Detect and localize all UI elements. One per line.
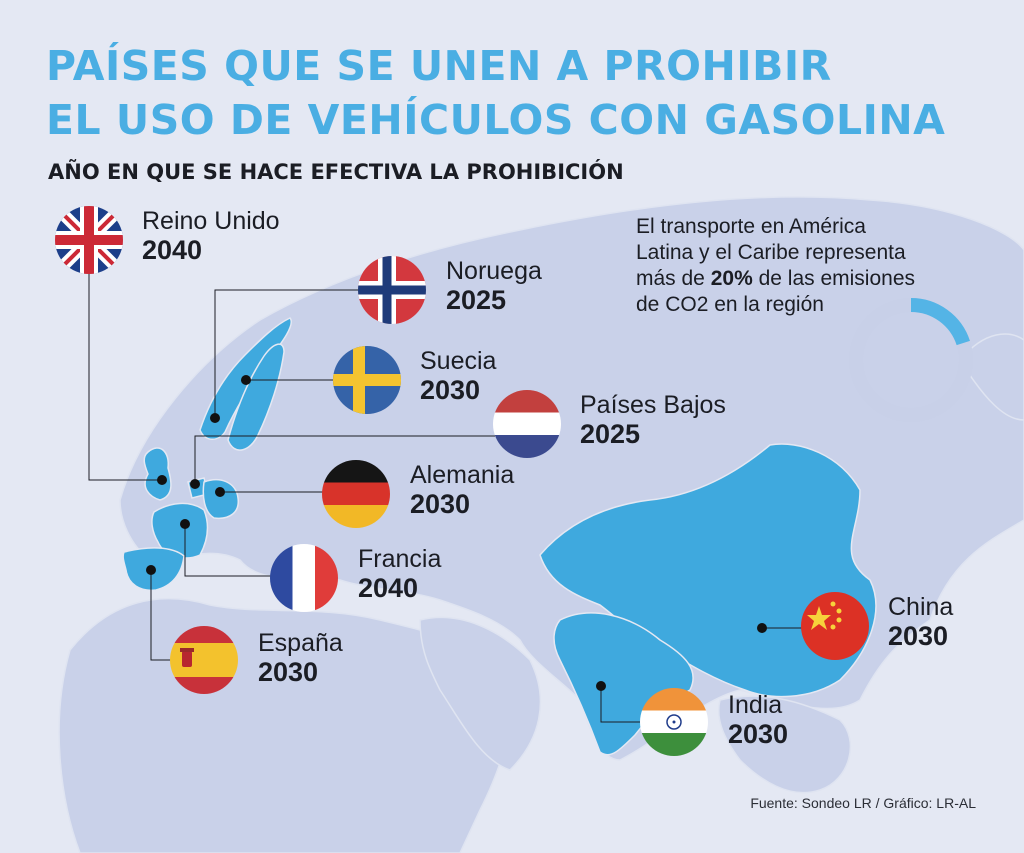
label-china: China 2030 [888, 593, 954, 651]
donut-share-arc [910, 298, 970, 346]
location-dot-spain [146, 565, 156, 575]
country-year: 2030 [410, 488, 471, 519]
country-name: India [728, 691, 783, 719]
subtitle: AÑO EN QUE SE HACE EFECTIVA LA PROHIBICI… [48, 160, 624, 184]
germany-shape [202, 478, 239, 520]
location-dot-sweden [241, 375, 251, 385]
arabia-landmass [419, 616, 542, 771]
india-shape [553, 612, 694, 756]
label-spain: España 2030 [258, 629, 343, 687]
india-flag [640, 688, 708, 756]
country-name: China [888, 593, 954, 621]
france-flag [270, 544, 338, 612]
note-highlight: 20% [710, 267, 753, 290]
country-name: Suecia [420, 347, 497, 375]
label-uk: Reino Unido 2040 [142, 207, 280, 265]
country-name: Reino Unido [142, 207, 280, 235]
note-prefix: El transporte en América Latina y el Car… [636, 215, 906, 290]
country-year: 2030 [888, 620, 949, 651]
connector-france [184, 524, 272, 577]
country-year: 2030 [728, 718, 789, 749]
country-name: Alemania [410, 461, 515, 489]
spain-flag [170, 626, 238, 694]
location-dot-norway [210, 413, 220, 423]
southeast-asia [718, 695, 852, 794]
label-france: Francia 2040 [358, 545, 442, 603]
title-line-1: PAÍSES QUE SE UNEN A PROHIBIR [46, 42, 832, 90]
country-year: 2030 [258, 656, 319, 687]
emissions-note: El transporte en América Latina y el Car… [636, 214, 926, 318]
east-islands [959, 333, 1024, 421]
country-name: Países Bajos [580, 391, 726, 419]
label-sweden: Suecia 2030 [420, 347, 497, 405]
country-name: España [258, 629, 343, 657]
uk-flag [55, 206, 123, 274]
connector-norway [214, 289, 360, 418]
netherlands-flag [493, 390, 561, 458]
country-name: Noruega [446, 257, 542, 285]
connector-netherlands [194, 435, 495, 484]
country-name: Francia [358, 545, 442, 573]
country-year: 2025 [446, 284, 507, 315]
germany-flag [322, 460, 390, 528]
label-netherlands: Países Bajos 2025 [580, 391, 726, 449]
location-dot-germany [215, 487, 225, 497]
connector-india [600, 686, 646, 723]
title-line-2: EL USO DE VEHÍCULOS CON GASOLINA [46, 96, 946, 144]
country-year: 2025 [580, 418, 641, 449]
label-norway: Noruega 2025 [446, 257, 542, 315]
label-india: India 2030 [728, 691, 789, 749]
location-dot-france [180, 519, 190, 529]
connector-spain [150, 570, 174, 661]
location-dot-india [596, 681, 606, 691]
sweden-flag [333, 346, 401, 414]
location-dot-uk [157, 475, 167, 485]
france-shape [151, 502, 209, 559]
country-year: 2040 [142, 234, 203, 265]
country-year: 2040 [358, 572, 419, 603]
china-flag [801, 592, 869, 660]
country-year: 2030 [420, 374, 481, 405]
source-credit: Fuente: Sondeo LR / Gráfico: LR-AL [750, 795, 976, 811]
label-germany: Alemania 2030 [410, 461, 515, 519]
emissions-donut [849, 298, 973, 422]
location-dot-china [757, 623, 767, 633]
note-suffix: de las emisiones de CO2 en la región [636, 267, 916, 316]
norway-flag [358, 256, 426, 324]
connector-uk [88, 270, 162, 481]
location-dot-netherlands [190, 479, 200, 489]
uk-shape [143, 447, 172, 501]
